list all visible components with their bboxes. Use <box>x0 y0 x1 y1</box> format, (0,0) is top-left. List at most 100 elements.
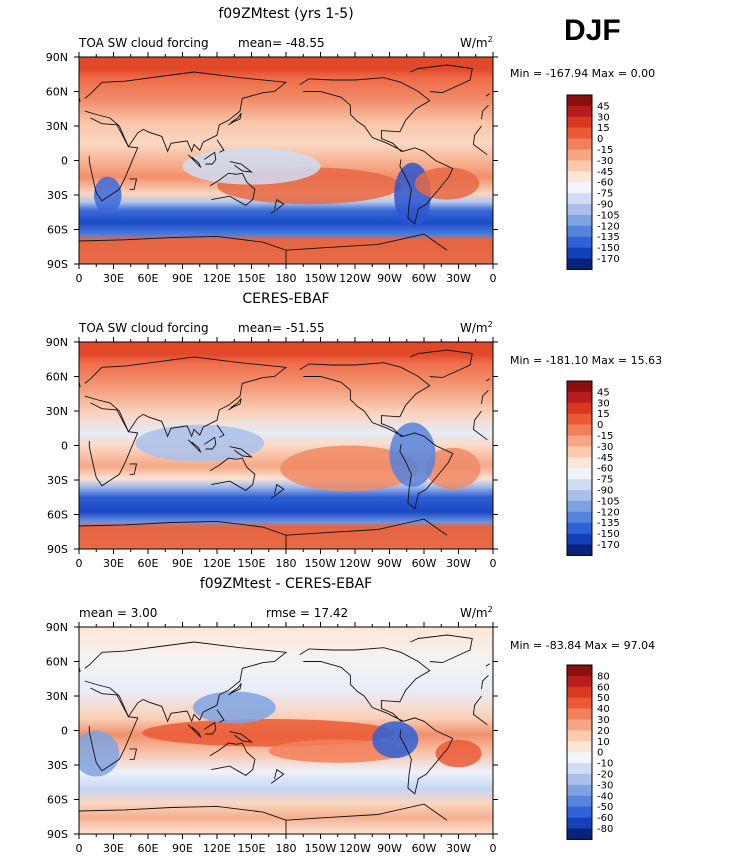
colorbar-swatch <box>567 752 592 764</box>
coastline <box>285 803 448 821</box>
colorbar-label: 30 <box>597 112 610 123</box>
mean-label: mean = 3.00 <box>79 606 157 620</box>
coastline <box>299 362 431 437</box>
coastline <box>399 432 454 510</box>
coastline <box>485 378 490 382</box>
colorbar-swatch <box>567 665 592 677</box>
coastline <box>228 398 242 411</box>
colorbar-swatch <box>567 95 592 107</box>
colorbar-swatch <box>567 214 592 227</box>
lon-tick-label: 180 <box>276 842 297 855</box>
coastline <box>270 483 285 499</box>
coastline <box>209 172 256 206</box>
colorbar-swatch <box>567 236 592 248</box>
map-field <box>79 627 493 834</box>
lat-tick-label: 30N <box>46 690 68 703</box>
coastline <box>410 64 473 94</box>
lat-tick-label: 30N <box>46 120 68 133</box>
colorbar-swatch <box>567 435 592 447</box>
lon-tick-label: 0 <box>76 272 83 285</box>
colorbar-swatch <box>567 522 592 534</box>
lat-tick-label: 0 <box>61 725 68 738</box>
panel-title: f09ZMtest (yrs 1-5) <box>218 6 353 22</box>
panel-title: CERES-EBAF <box>242 291 329 307</box>
lat-tick-label: 90S <box>47 543 68 556</box>
colorbar-label: 60 <box>597 682 610 693</box>
field-anomaly <box>389 422 436 487</box>
lon-tick-label: 30W <box>446 842 471 855</box>
coastline <box>229 731 254 743</box>
coastline <box>228 113 242 126</box>
colorbar-swatch <box>567 247 592 259</box>
lat-tick-label: 0 <box>61 155 68 168</box>
lat-tick-label: 60S <box>47 224 68 237</box>
field-anomaly <box>142 719 396 747</box>
coastline <box>299 647 431 722</box>
colorbar-label: -105 <box>597 210 620 221</box>
colorbar-swatch <box>567 391 592 404</box>
lon-tick-label: 120E <box>203 272 231 285</box>
lat-tick-label: 90S <box>47 828 68 841</box>
colorbar-swatch <box>567 697 592 709</box>
field-anomaly <box>135 424 265 462</box>
field-anomaly <box>192 691 276 724</box>
lon-tick-label: 30W <box>446 557 471 570</box>
lon-tick-label: 90E <box>172 272 193 285</box>
colorbar-swatch <box>567 127 592 139</box>
colorbar-swatch <box>567 381 592 393</box>
colorbar-label: -75 <box>597 475 613 486</box>
lon-tick-label: 120W <box>339 557 371 570</box>
colorbar-label: -80 <box>597 824 613 835</box>
lat-tick-label: 30S <box>47 759 68 772</box>
colorbar-label: -60 <box>597 464 613 475</box>
colorbar-swatch <box>567 763 592 775</box>
lon-tick-label: 90W <box>377 272 402 285</box>
coastline <box>88 402 139 487</box>
coastline <box>129 463 138 475</box>
coastline <box>299 77 431 152</box>
lon-tick-label: 150E <box>238 557 266 570</box>
units-label: W/m2 <box>460 605 493 620</box>
field-anomaly <box>93 176 122 214</box>
colorbar-label: 80 <box>597 671 610 682</box>
colorbar-swatch <box>567 533 592 545</box>
lon-tick-label: 0 <box>76 557 83 570</box>
coastline <box>485 93 490 97</box>
coastline <box>129 178 138 190</box>
colorbar-label: -30 <box>597 156 613 167</box>
colorbar-swatch <box>567 686 592 698</box>
colorbar-label: -60 <box>597 178 613 189</box>
min-max-label: Min = -167.94 Max = 0.00 <box>510 67 655 80</box>
colorbar-frame <box>566 664 593 840</box>
colorbar-label: -120 <box>597 507 620 518</box>
colorbar-swatch <box>567 149 592 161</box>
colorbar-label: -90 <box>597 486 613 497</box>
colorbar-label: -15 <box>597 431 613 442</box>
lat-tick-label: 90N <box>46 51 68 64</box>
lon-tick-label: 120E <box>203 842 231 855</box>
variable-label: TOA SW cloud forcing <box>78 321 209 335</box>
colorbar-swatch <box>567 708 592 720</box>
colorbar-swatch <box>567 171 592 183</box>
colorbar-swatch <box>567 741 592 753</box>
lon-tick-label: 60E <box>138 842 159 855</box>
lon-tick-label: 90W <box>377 842 402 855</box>
colorbar-swatch <box>567 457 592 469</box>
units-label: W/m2 <box>460 320 493 335</box>
coastline <box>472 695 488 726</box>
colorbar-swatch <box>567 116 592 128</box>
colorbar-label: 30 <box>597 398 610 409</box>
colorbar-frame <box>566 380 593 556</box>
colorbar-label: -170 <box>597 540 620 551</box>
colorbar: 4530150-15-30-45-60-75-90-105-120-135-15… <box>566 94 620 270</box>
lat-tick-label: 90N <box>46 621 68 634</box>
rmse-label: rmse = 17.42 <box>266 606 348 620</box>
lon-tick-label: 0 <box>490 842 497 855</box>
lon-tick-label: 0 <box>490 272 497 285</box>
coastline <box>204 721 217 735</box>
colorbar-swatch <box>567 730 592 742</box>
colorbar-swatch <box>567 160 592 172</box>
colorbar-swatch <box>567 828 592 840</box>
